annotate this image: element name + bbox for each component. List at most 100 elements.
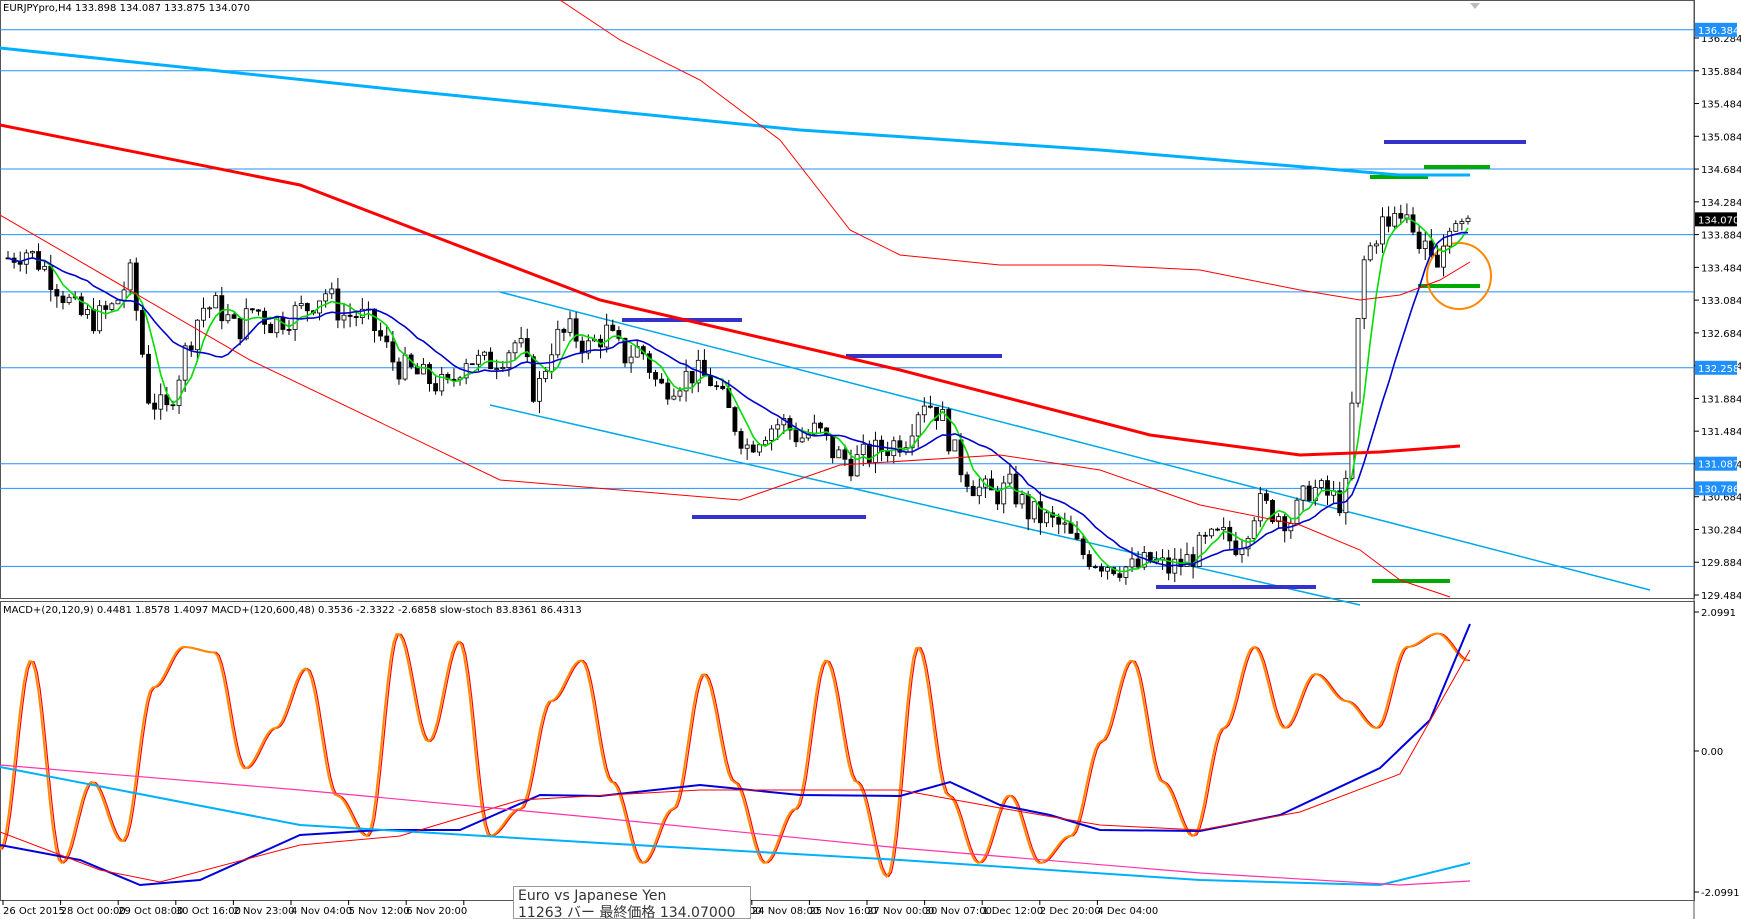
candle-body	[433, 383, 439, 392]
candle-body	[188, 345, 194, 351]
candle-body	[133, 262, 139, 311]
candle-body	[818, 422, 823, 429]
candle-body	[1092, 566, 1098, 569]
candle-body	[78, 296, 84, 315]
candle-body	[1105, 567, 1110, 572]
candle-body	[1215, 528, 1220, 531]
candle-body	[219, 295, 225, 322]
candle-body	[1044, 512, 1049, 524]
indicator-axis: 2.0991 0.00 -2.0991	[1694, 608, 1740, 899]
candle-body	[1398, 213, 1404, 219]
candle-body	[378, 330, 384, 337]
trend-drawings	[489, 140, 1651, 606]
candle-body	[91, 309, 96, 332]
symbol-info: EURJPYpro,H4 133.898 134.087 133.875 134…	[3, 3, 250, 14]
price-tick-label: 131.484	[1701, 427, 1741, 438]
candle-body	[653, 372, 658, 380]
candle-body	[518, 338, 524, 344]
time-tick-label: 1 Dec 12:00	[982, 906, 1043, 917]
candle-body	[1465, 217, 1471, 222]
candle-body	[1367, 245, 1373, 261]
candle-body	[750, 444, 756, 453]
candle-body	[1373, 243, 1379, 247]
candle-body	[1410, 214, 1416, 233]
candle-body	[732, 407, 738, 432]
candle-body	[524, 338, 530, 358]
candle-body	[194, 319, 200, 351]
candle-body	[420, 363, 426, 375]
scroll-marker-icon[interactable]	[1470, 3, 1480, 9]
price-tick-label: 135.084	[1701, 132, 1741, 143]
candle-body	[1129, 558, 1135, 568]
time-tick-label: 26 Oct 2015	[3, 906, 65, 917]
candle-body	[286, 329, 292, 331]
candle-body	[1318, 480, 1324, 488]
candle-body	[170, 404, 176, 407]
candle-body	[1025, 494, 1031, 520]
candle-body	[494, 368, 500, 371]
candle-body	[683, 370, 689, 392]
candle-body	[341, 314, 347, 321]
candle-body	[628, 356, 634, 364]
candle-body	[1416, 231, 1422, 249]
candle-body	[1447, 230, 1453, 247]
candle-body	[1062, 522, 1068, 525]
price-label-box	[1695, 360, 1737, 375]
candle-body	[1068, 522, 1074, 534]
candle-body	[573, 318, 579, 342]
candle-body	[384, 335, 390, 343]
time-tick-label: 2 Nov 23:00	[233, 906, 294, 917]
candle-body	[659, 378, 665, 384]
price-label-box	[1695, 212, 1737, 227]
price-tick-label: 135.884	[1701, 67, 1741, 78]
indicator-tick-label: -2.0991	[1701, 888, 1740, 899]
candle-body	[353, 315, 359, 319]
candle-body	[1276, 516, 1282, 523]
candle-body	[1300, 485, 1306, 501]
candle-body	[738, 431, 744, 449]
candle-body	[860, 443, 866, 456]
candle-body	[909, 435, 915, 449]
candle-body	[689, 370, 695, 384]
candle-body	[304, 303, 310, 312]
candle-body	[995, 489, 1001, 505]
time-tick-label: 6 Nov 20:00	[406, 906, 467, 917]
tooltip-detail: 11263 バー 最終価格 134.07000	[518, 905, 736, 919]
candle-body	[109, 303, 115, 310]
candle-body	[139, 309, 145, 355]
candle-body	[885, 451, 891, 457]
candle-body	[836, 449, 842, 459]
candle-body	[512, 342, 518, 354]
candle-body	[952, 439, 958, 452]
candle-body	[1282, 516, 1288, 532]
candle-body	[921, 405, 927, 416]
candle-body	[1349, 402, 1355, 479]
symbol-tooltip: Euro vs Japanese Yen 11263 バー 最終価格 134.0…	[513, 886, 751, 919]
candle-body	[231, 314, 237, 319]
candle-body	[604, 324, 610, 348]
price-label: 132.258	[1698, 364, 1739, 375]
candle-body	[1386, 216, 1391, 227]
candle-body	[854, 454, 860, 477]
candle-body	[647, 353, 652, 373]
price-label: 134.070	[1698, 215, 1739, 226]
indicator-lines	[0, 623, 1471, 887]
candle-body	[561, 328, 567, 333]
candle-body	[989, 478, 994, 491]
candle-body	[610, 324, 616, 331]
main-chart-frame	[0, 0, 1695, 599]
horizontal-level-lines	[0, 29, 1694, 567]
candle-body	[866, 443, 872, 463]
channel-lower-line	[489, 404, 1361, 606]
candle-body	[1264, 493, 1269, 501]
candle-body	[97, 305, 103, 332]
candle-body	[744, 444, 750, 449]
time-tick-label: 4 Nov 04:00	[291, 906, 352, 917]
price-tick-label: 131.884	[1701, 394, 1741, 405]
candle-body	[1031, 501, 1037, 520]
time-tick-label: 27 Nov 00:00	[867, 906, 934, 917]
candle-body	[842, 449, 848, 460]
candle-body	[616, 330, 622, 339]
candle-body	[164, 394, 170, 406]
